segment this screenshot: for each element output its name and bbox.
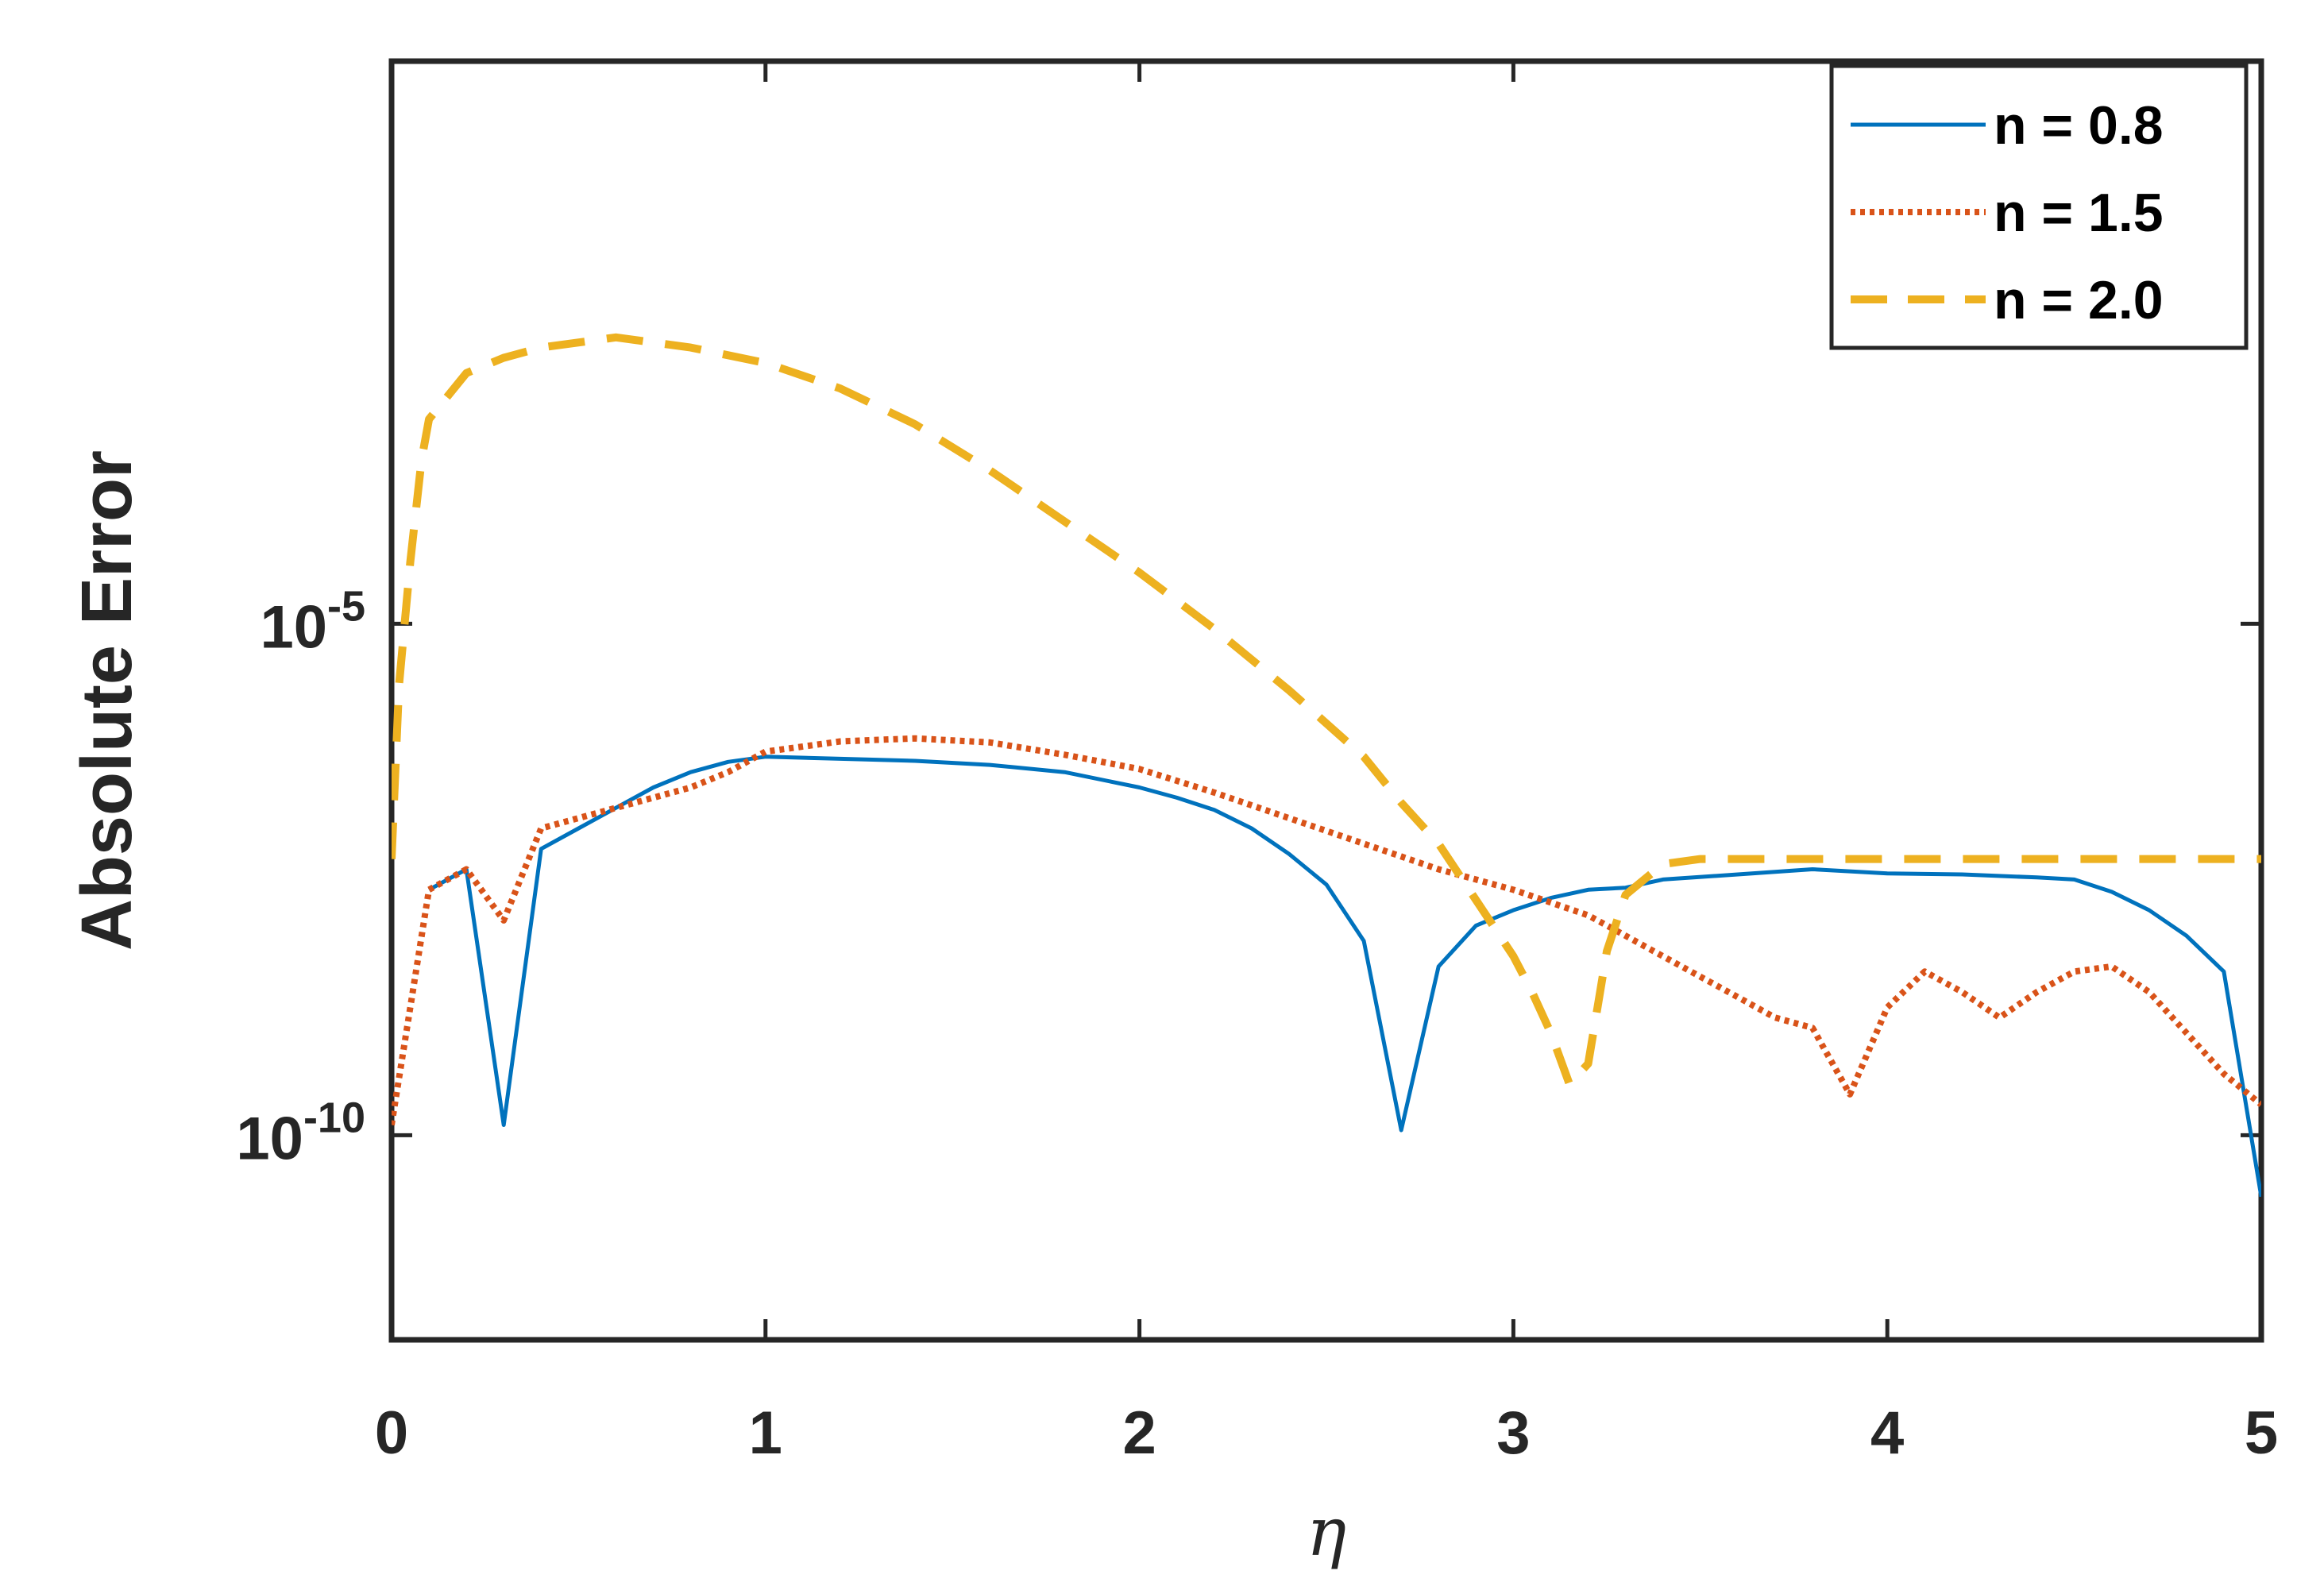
legend-label-2: n = 1.5 [1994, 183, 2164, 243]
series-layer [392, 333, 2261, 1198]
legend: n = 0.8 n = 1.5 n = 2.0 [1829, 64, 2249, 350]
y-axis-label: Absolute Error [68, 450, 147, 951]
y-tick-label: 10-10 [236, 1094, 365, 1172]
y-tick-label: 10-5 [260, 582, 365, 661]
legend-box [1829, 64, 2249, 350]
x-tick-label: 5 [2245, 1399, 2278, 1467]
x-tick-labels: 0 1 2 3 4 5 [375, 1399, 2278, 1467]
legend-label-1: n = 0.8 [1994, 95, 2164, 156]
x-tick-label: 2 [1122, 1399, 1156, 1467]
series-line-1 [427, 754, 2261, 1198]
series-line-2 [392, 735, 2261, 1126]
x-axis-label: η [1307, 1493, 1346, 1571]
legend-label-3: n = 2.0 [1994, 270, 2164, 330]
x-tick-label: 0 [375, 1399, 408, 1467]
x-tick-label: 1 [749, 1399, 782, 1467]
series-line-3 [392, 333, 2261, 1088]
x-tick-label: 3 [1496, 1399, 1530, 1467]
x-tick-label: 4 [1870, 1399, 1904, 1467]
y-tick-labels: 10-5 10-10 [236, 582, 365, 1172]
